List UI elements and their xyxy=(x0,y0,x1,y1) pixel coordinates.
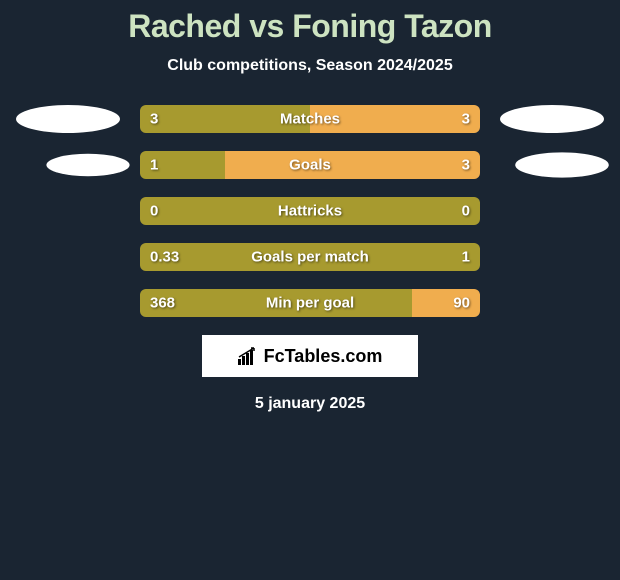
stat-bar: Min per goal 368 90 xyxy=(140,289,480,317)
stat-row: Hattricks 0 0 xyxy=(0,197,620,225)
stat-bar: Goals per match 0.33 1 xyxy=(140,243,480,271)
player-ellipse-right xyxy=(500,105,604,133)
ellipse-placeholder xyxy=(16,243,120,271)
date-text: 5 january 2025 xyxy=(0,395,620,413)
logo-box: FcTables.com xyxy=(202,335,418,377)
stat-label: Matches xyxy=(280,111,340,128)
stat-value-left: 0.33 xyxy=(150,249,179,266)
stat-value-right: 0 xyxy=(462,203,470,220)
ellipse-placeholder xyxy=(500,243,604,271)
stat-row: Min per goal 368 90 xyxy=(0,289,620,317)
comparison-infographic: Rached vs Foning Tazon Club competitions… xyxy=(0,0,620,413)
player-ellipse-right xyxy=(515,152,609,177)
stat-value-left: 0 xyxy=(150,203,158,220)
player-ellipse-left xyxy=(46,154,129,176)
ellipse-placeholder xyxy=(500,197,604,225)
stat-bar: Goals 1 3 xyxy=(140,151,480,179)
subtitle: Club competitions, Season 2024/2025 xyxy=(0,57,620,75)
player-ellipse-left xyxy=(16,105,120,133)
stat-bar: Matches 3 3 xyxy=(140,105,480,133)
ellipse-placeholder xyxy=(500,289,604,317)
stat-label: Goals xyxy=(289,157,331,174)
page-title: Rached vs Foning Tazon xyxy=(0,8,620,45)
stat-rows: Matches 3 3 Goals 1 3 Hattricks 0 0 Goals per mat… xyxy=(0,105,620,317)
stat-row: Goals per match 0.33 1 xyxy=(0,243,620,271)
bar-right-fill xyxy=(225,151,480,179)
stat-value-right: 90 xyxy=(453,295,470,312)
stat-row: Goals 1 3 xyxy=(0,151,620,179)
stat-value-right: 1 xyxy=(462,249,470,266)
stat-label: Min per goal xyxy=(266,295,354,312)
stat-value-right: 3 xyxy=(462,111,470,128)
stat-bar: Hattricks 0 0 xyxy=(140,197,480,225)
stat-row: Matches 3 3 xyxy=(0,105,620,133)
stat-label: Goals per match xyxy=(251,249,369,266)
stat-value-left: 1 xyxy=(150,157,158,174)
logo-text: FcTables.com xyxy=(264,346,383,367)
ellipse-placeholder xyxy=(16,197,120,225)
stat-label: Hattricks xyxy=(278,203,342,220)
stat-value-right: 3 xyxy=(462,157,470,174)
chart-icon xyxy=(238,347,260,365)
stat-value-left: 368 xyxy=(150,295,175,312)
stat-value-left: 3 xyxy=(150,111,158,128)
ellipse-placeholder xyxy=(16,289,120,317)
